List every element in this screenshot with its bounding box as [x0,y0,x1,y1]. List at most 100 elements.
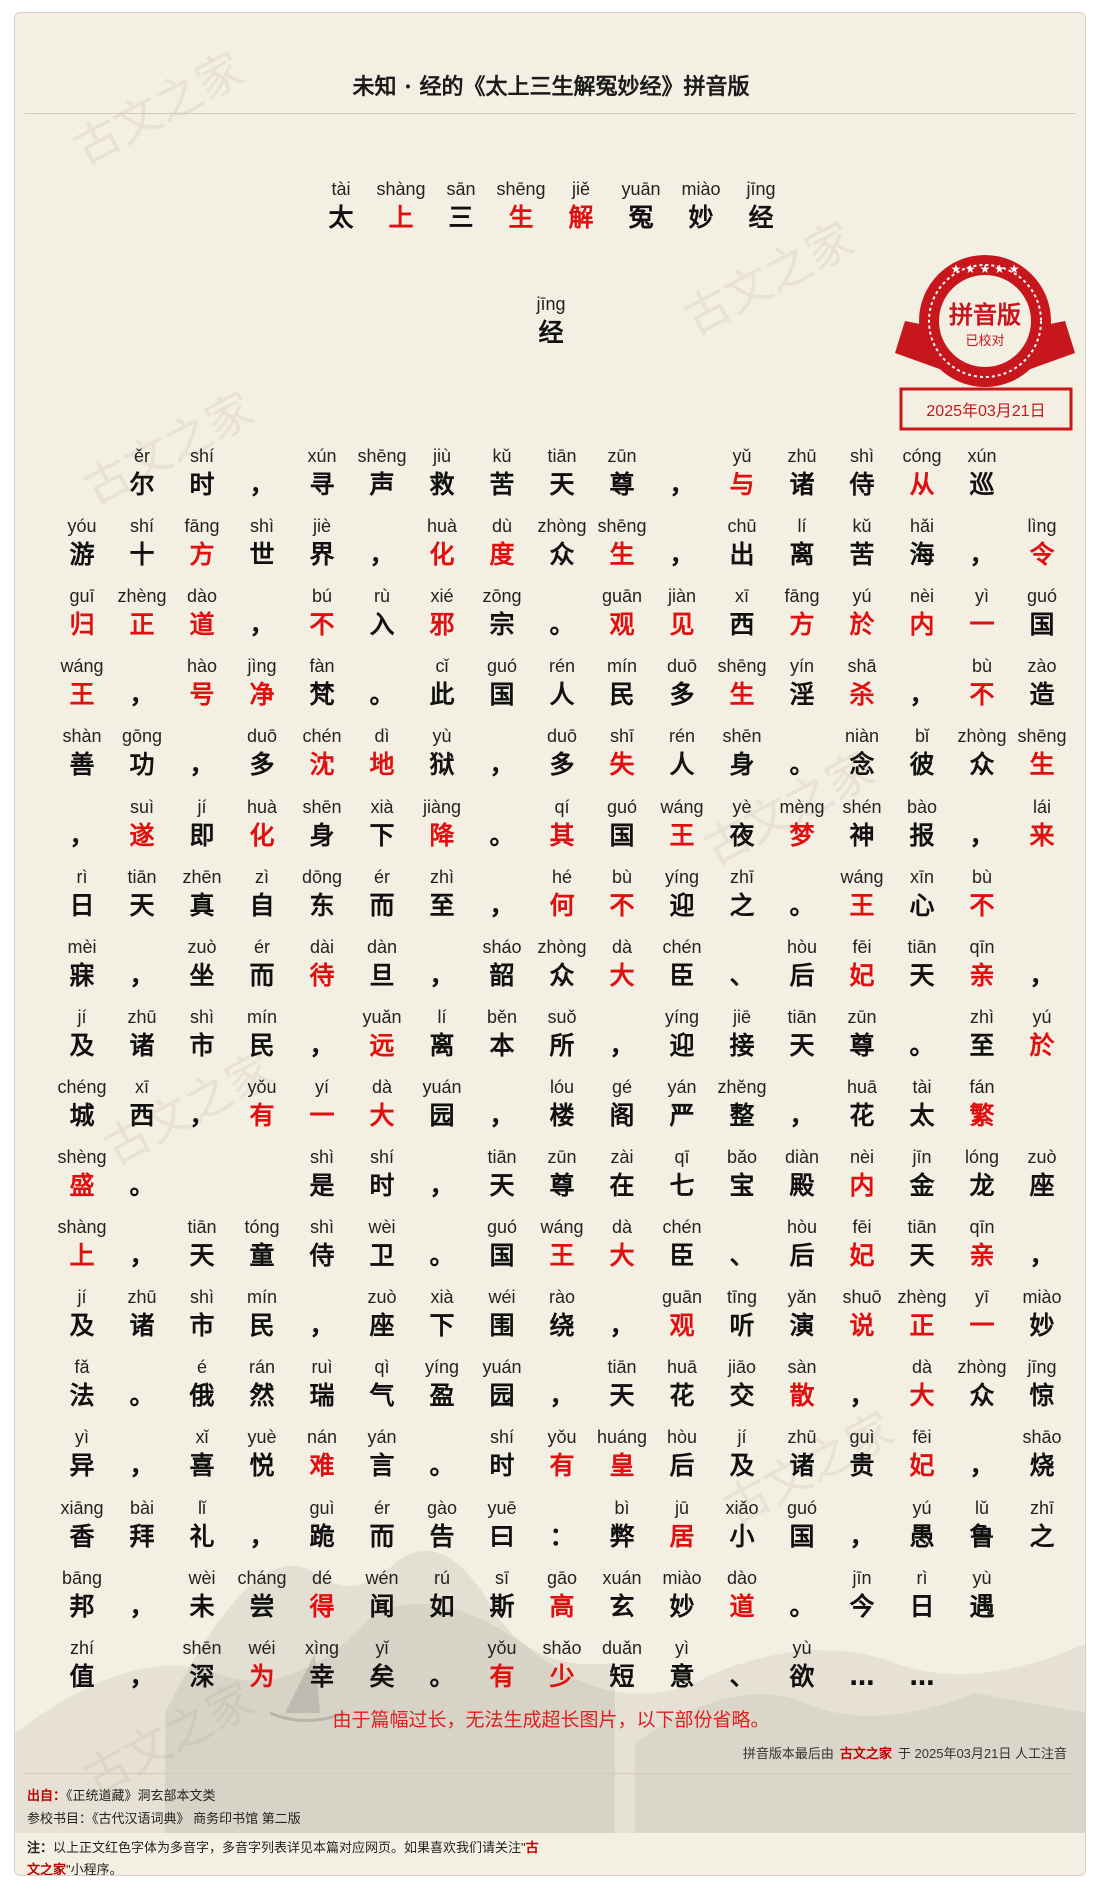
hanzi: 救 [429,470,455,499]
pinyin: yǎn [787,1287,817,1308]
hanzi: 海 [909,540,935,570]
hanzi: 於 [1029,1030,1055,1060]
pinyin: bù [971,656,993,677]
hanzi: 迎 [669,890,695,920]
pinyin: yóu [67,516,97,537]
hanzi: 生 [508,203,534,232]
hanzi: 妃 [909,1451,935,1481]
pinyin: jiàng [422,796,462,817]
pinyin: miào [1022,1287,1062,1308]
hanzi: ， [969,820,995,850]
pinyin-text-grid: tài 太 shàng 上 sān 三 shēng 生 jiě 解 yuān 冤 miào 妙 jīng 经 j… [15,13,1085,1733]
hanzi: 尊 [849,1030,875,1060]
hanzi: 於 [849,610,875,640]
pinyin: xǐ [195,1427,209,1448]
hanzi: 天 [549,470,575,499]
hanzi: 欲 [789,1661,815,1691]
pinyin: zài [610,1147,634,1167]
hanzi: 一 [309,1100,335,1130]
hanzi: 人 [669,750,695,780]
pinyin: jìng [247,656,277,677]
hanzi: 金 [909,1171,935,1200]
hanzi: 王 [69,680,95,710]
hanzi: 其 [549,820,575,850]
hanzi: 多 [669,680,695,710]
pinyin: shēng [357,446,407,466]
hanzi: 王 [669,820,695,850]
hanzi: 梵 [309,680,335,710]
hanzi: ， [909,680,935,710]
pinyin: wéi [248,1637,276,1658]
pinyin: hào [186,656,218,677]
pinyin: zhū [127,1006,157,1027]
hanzi: 所 [549,1030,575,1060]
pinyin: zhěng [717,1076,767,1097]
hanzi: 妙 [1029,1311,1055,1341]
pinyin: shí [129,516,154,537]
hanzi: 。 [789,1591,815,1621]
hanzi: 如 [429,1591,455,1621]
hanzi: 诸 [789,1451,815,1481]
hanzi: 斯 [489,1591,515,1621]
pinyin: ruì [311,1357,333,1378]
hanzi: ， [549,1381,575,1411]
hanzi: … [909,1661,935,1691]
hanzi: 西 [729,610,755,640]
pinyin: zhū [787,1427,817,1448]
hanzi: 旦 [369,960,395,990]
pinyin: mèng [779,796,825,817]
credit-brand-link[interactable]: 古文之家 [839,1746,892,1761]
pinyin: yuán [482,1357,522,1378]
hanzi: ， [489,1100,515,1130]
hanzi: 礼 [189,1521,215,1551]
pinyin: rán [248,1357,275,1378]
hanzi: ， [189,750,215,780]
hanzi: 是 [309,1171,335,1200]
hanzi: 悦 [249,1451,275,1481]
hanzi: 曰 [489,1521,515,1551]
hanzi: 众 [969,1381,995,1411]
pinyin: yù [432,726,452,747]
title-divider [25,113,1075,114]
pinyin: guān [601,586,643,607]
pinyin: gāo [546,1567,578,1588]
footer-divider [25,1773,1075,1774]
hanzi: 上 [69,1241,95,1271]
pinyin: hǎi [909,516,935,537]
hanzi: 不 [969,890,995,920]
hanzi: 尊 [609,470,635,499]
hanzi: 之 [729,890,755,920]
pinyin: fēi [852,1217,872,1238]
hanzi: 跪 [309,1521,335,1551]
hanzi: 城 [69,1100,95,1130]
hanzi: 围 [489,1311,515,1341]
hanzi: 之 [1029,1521,1055,1551]
pinyin: yì [74,1427,89,1448]
hanzi: 天 [129,890,155,920]
pinyin: yíng [424,1357,460,1378]
hanzi: 化 [249,820,275,850]
note-brand-link[interactable]: 古文之家 [27,1840,539,1876]
hanzi: 整 [729,1100,755,1130]
pinyin: huā [846,1076,878,1097]
hanzi: 闻 [369,1591,395,1621]
pinyin: yǐ [375,1637,389,1658]
hanzi: ， [369,540,395,570]
hanzi: 自 [249,890,275,920]
hanzi: 众 [549,960,575,990]
pinyin: jí [197,796,207,817]
pinyin: lìng [1027,516,1057,537]
hanzi: 妃 [849,1241,875,1271]
pinyin: jīng [1027,1357,1057,1378]
hanzi: 侍 [309,1241,335,1271]
pinyin: mín [246,1287,277,1308]
hanzi: 神 [849,820,875,850]
pinyin: shāo [1022,1427,1062,1448]
pinyin: wén [365,1567,399,1588]
pinyin: mín [606,656,637,677]
hanzi: 解 [568,203,594,232]
pinyin: shēng [496,179,546,199]
hanzi: 、 [729,1241,755,1271]
hanzi: 身 [309,820,335,850]
pinyin: zuò [187,936,217,957]
